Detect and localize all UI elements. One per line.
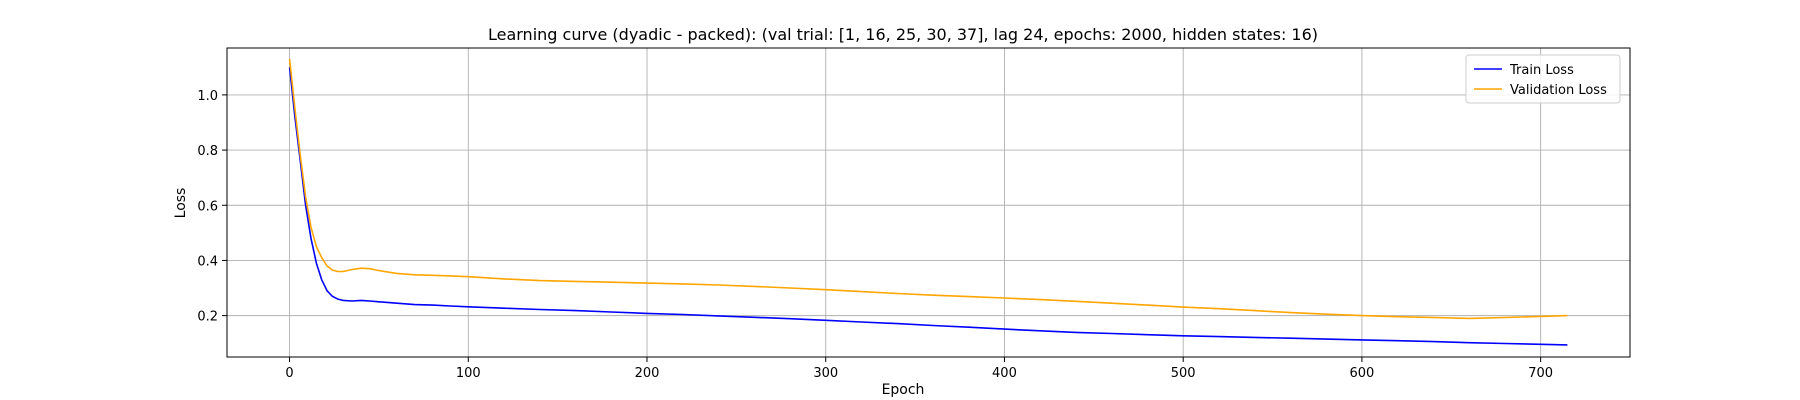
x-tick-label: 500	[1171, 366, 1196, 381]
y-tick-label: 1.0	[197, 89, 218, 104]
ticks-layer: 0 100 200 300 400 500 600 700 0.2 0.4 0.6 0.8 1.0	[197, 89, 1553, 381]
y-tick-label: 0.4	[197, 254, 218, 269]
y-tick-label: 0.8	[197, 144, 218, 159]
x-tick-label: 600	[1349, 366, 1374, 381]
legend: Train Loss Validation Loss	[1465, 54, 1621, 104]
x-axis-label: Epoch	[882, 382, 925, 398]
legend-label-train-loss: Train Loss	[1509, 63, 1574, 78]
y-tick-label: 0.2	[197, 310, 218, 325]
x-tick-label: 400	[992, 366, 1017, 381]
legend-box	[1465, 54, 1621, 104]
x-tick-label: 0	[285, 366, 293, 381]
series-layer	[288, 58, 1568, 346]
y-tick-label: 0.6	[197, 199, 218, 214]
x-tick-label: 200	[635, 366, 660, 381]
x-tick-label: 300	[813, 366, 838, 381]
train-loss-line	[288, 67, 1568, 346]
x-tick-label: 100	[456, 366, 481, 381]
y-axis-label: Loss	[173, 188, 189, 219]
chart-title: Learning curve (dyadic - packed): (val t…	[488, 25, 1318, 44]
validation-loss-line	[288, 58, 1568, 320]
legend-label-validation-loss: Validation Loss	[1510, 83, 1607, 98]
plot-frame	[226, 47, 1631, 358]
x-tick-label: 700	[1528, 366, 1553, 381]
